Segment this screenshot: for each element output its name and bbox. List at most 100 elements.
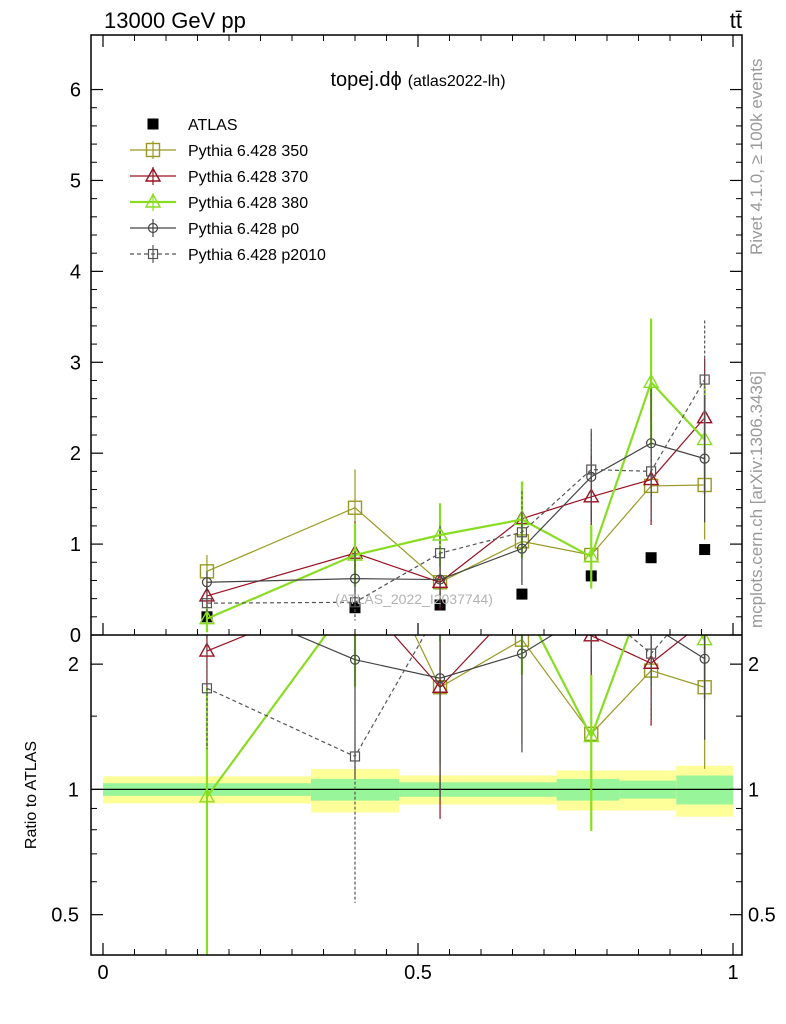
point-0-6 (699, 544, 711, 556)
ratio-point-2-5 (644, 568, 658, 581)
ratio-axis-label: Ratio to ATLAS (23, 741, 40, 849)
point-5-1 (349, 597, 361, 608)
main-plot-title: topej.dϕ (atlas2022-lh) (330, 69, 505, 91)
point-5-0 (201, 598, 213, 609)
point-0-3 (516, 588, 528, 600)
plot-frame (90, 34, 743, 956)
ratio-point-4-1 (349, 751, 361, 762)
legend-marker-0 (147, 118, 159, 130)
legend-label-4: Pythia 6.428 p0 (188, 221, 299, 238)
legend-label-2: Pythia 6.428 370 (188, 169, 308, 186)
ratio-point-4-6 (700, 587, 709, 596)
point-5-6 (699, 374, 710, 385)
ratio-series-2 (198, 568, 713, 955)
ratio-point-1-0 (198, 642, 216, 657)
main-ytick-label-0: 0 (70, 625, 81, 647)
main-plot-title-text: topej.dϕ (330, 69, 401, 91)
main-ytick-label-5: 5 (70, 170, 81, 192)
main-plot-title-sub: (atlas2022-lh) (408, 73, 506, 90)
series-5 (201, 320, 710, 621)
series-0 (201, 544, 711, 623)
ratio-point-1-6 (698, 613, 712, 626)
point-4-6 (699, 453, 710, 464)
xtick-label-0: 0 (97, 962, 108, 984)
ratio-series-group (198, 568, 713, 955)
series-3 (198, 318, 713, 633)
rivet-version-label: Rivet 4.1.0, ≥ 100k events (747, 59, 766, 255)
legend-entry-0: ATLAS (147, 117, 238, 134)
point-0-1 (349, 602, 361, 614)
ratio-point-2-4 (583, 727, 600, 743)
point-4-2 (434, 574, 446, 585)
point-0-5 (645, 552, 657, 564)
ratio-line-0 (414, 635, 705, 735)
ratio-point-4-0 (201, 683, 213, 694)
watermark-label: (ATLAS_2022_I2037744) (335, 591, 493, 607)
xtick-label-1: 0.5 (404, 962, 432, 984)
main-series (198, 318, 713, 633)
point-5-5 (645, 466, 657, 477)
legend-entry-5: Pythia 6.428 p2010 (130, 245, 326, 264)
ratio-line-3 (295, 635, 705, 679)
point-5-3 (516, 527, 528, 538)
point-4-0 (201, 577, 213, 588)
legend-marker-5 (147, 248, 159, 260)
legend-label-0: ATLAS (188, 117, 238, 134)
series-1 (199, 430, 712, 601)
main-ytick-label-1: 1 (70, 534, 81, 556)
point-3-5 (642, 373, 660, 388)
point-1-1 (347, 500, 363, 515)
point-3-2 (431, 526, 449, 541)
series-2 (198, 358, 713, 610)
axes: 0 1 2 3 4 5 6 0.5 0.5 1 1 2 2 0 0.5 1 (51, 34, 776, 984)
point-3-4 (583, 547, 600, 563)
legend-marker-2 (144, 167, 162, 182)
ratio-point-3-1 (349, 654, 361, 665)
main-ytick-label-3: 3 (70, 352, 81, 374)
legend-entry-1: Pythia 6.428 350 (130, 141, 308, 160)
ratio-line-4 (206, 635, 668, 758)
legend-entry-3: Pythia 6.428 380 (130, 193, 308, 212)
ratio-ytick-label-2: 2 (68, 654, 79, 676)
source-label: mcplots.cern.ch [arXiv:1306.3436] (747, 371, 766, 628)
legend-marker-4 (147, 222, 159, 234)
legend-entry-2: Pythia 6.428 370 (130, 167, 308, 186)
ratio-point-3-4 (587, 607, 596, 616)
ratio-point-3-6 (699, 653, 710, 664)
point-4-1 (349, 573, 361, 584)
ratio-uncertainty-bands (91, 765, 742, 817)
point-3-0 (198, 609, 216, 625)
ratio-point-4-3 (517, 619, 526, 628)
ratio-ytick-label-r-1: 1 (748, 779, 759, 801)
series-line-3 (206, 380, 706, 620)
energy-label: 13000 GeV pp (104, 8, 246, 33)
series-line-1 (206, 484, 705, 583)
point-5-4 (586, 464, 597, 475)
legend-label-5: Pythia 6.428 p2010 (188, 247, 326, 264)
ratio-ytick-label-1: 1 (68, 779, 79, 801)
legend-entry-4: Pythia 6.428 p0 (130, 219, 299, 238)
ratio-series-4 (201, 587, 709, 904)
ratio-series (198, 568, 713, 955)
main-ytick-label-2: 2 (70, 443, 81, 465)
ratio-ytick-label-r-0: 0.5 (748, 905, 776, 927)
legend-label-3: Pythia 6.428 380 (188, 195, 308, 212)
main-series-group (198, 318, 713, 633)
series-4 (201, 388, 710, 607)
series-line-4 (206, 442, 705, 583)
main-ytick-label-6: 6 (70, 80, 81, 102)
ratio-point-2-0 (198, 787, 216, 803)
legend-marker-3 (144, 193, 162, 208)
ratio-ytick-label-0: 0.5 (51, 905, 79, 927)
point-5-2 (434, 548, 446, 559)
ratio-point-4-5 (645, 648, 657, 659)
main-ytick-label-4: 4 (70, 261, 81, 283)
ratio-point-4-4 (587, 599, 596, 608)
xtick-label-2: 1 (727, 962, 738, 984)
legend-marker-1 (145, 142, 161, 158)
legend: ATLAS Pythia 6.428 350 Pythia 6.428 370 Pyt… (130, 117, 326, 264)
ratio-ytick-label-r-2: 2 (748, 654, 759, 676)
ratio-point-3-5 (647, 621, 656, 630)
legend-label-1: Pythia 6.428 350 (188, 143, 308, 160)
